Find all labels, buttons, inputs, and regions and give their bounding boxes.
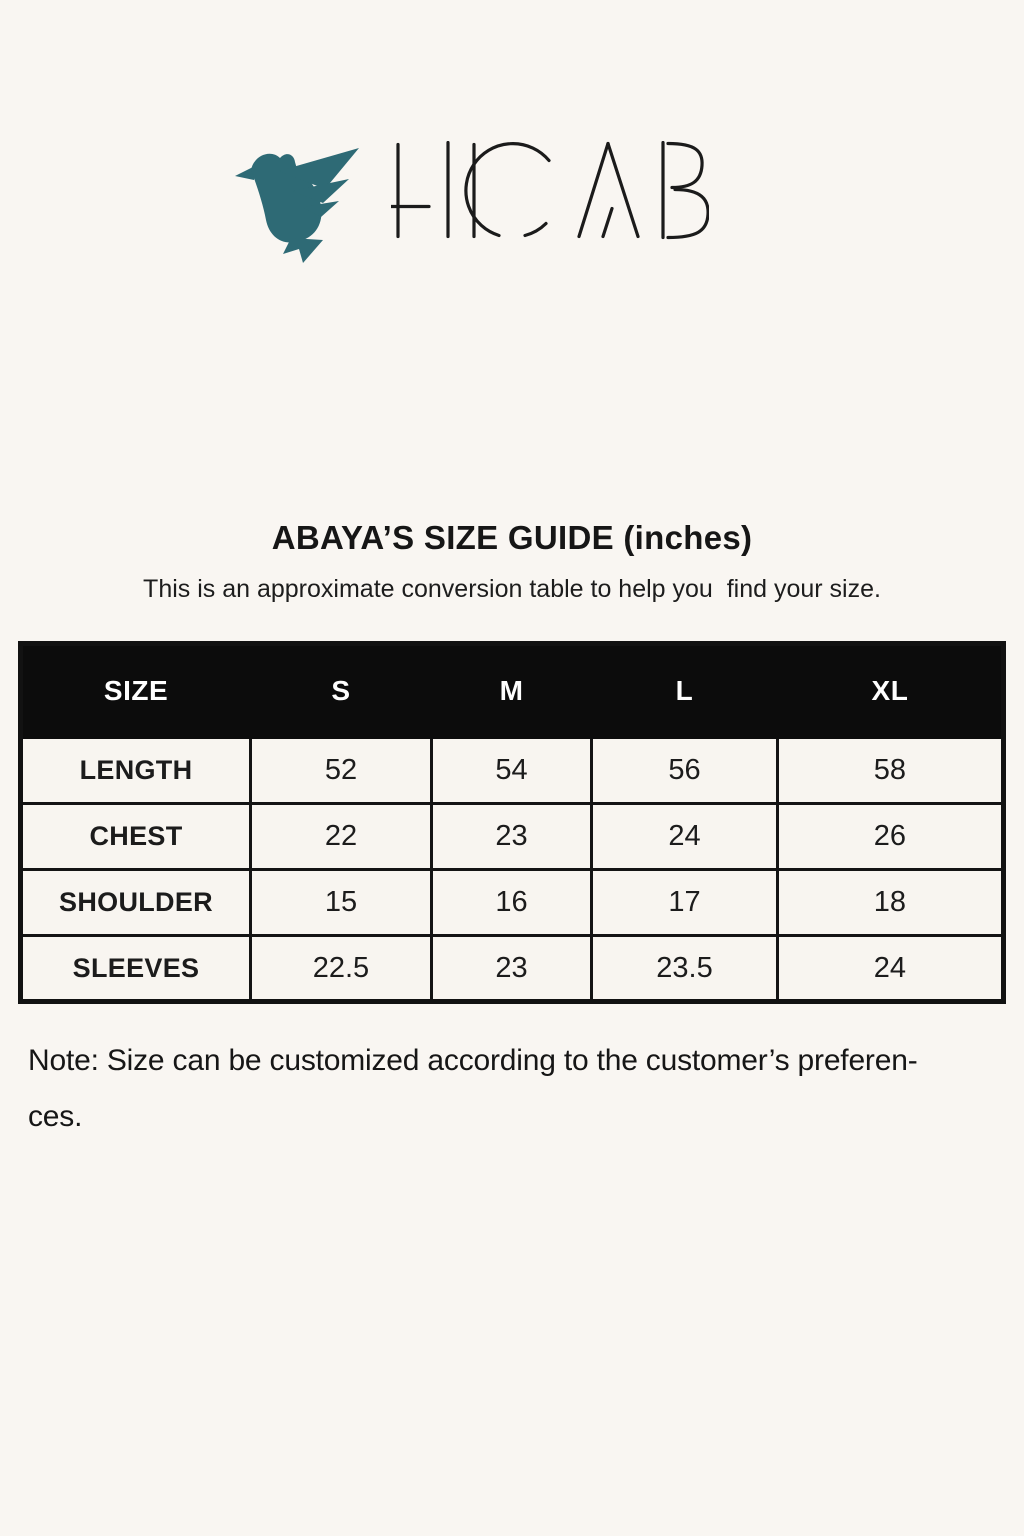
brand-bird-icon [235,148,359,263]
table-row-chest: CHEST 22 23 24 26 [18,802,1006,871]
value-cell: 56 [590,736,779,805]
value-cell: 23.5 [590,934,779,1003]
header-cell-m: M [429,642,594,739]
row-label-cell: SHOULDER [18,868,253,937]
page-title: ABAYA’S SIZE GUIDE (inches) [271,519,753,556]
value-cell: 23 [429,802,594,871]
size-table: SIZE S M L XL LENGTH 52 54 56 58 CHEST 2… [18,641,1006,1004]
brand-wordmark [391,141,709,240]
header-cell-xl: XL [775,642,1006,739]
size-table-container: SIZE S M L XL LENGTH 52 54 56 58 CHEST 2… [18,641,1006,1004]
table-row-sleeves: SLEEVES 22.5 23 23.5 24 [18,934,1006,1003]
value-cell: 16 [429,868,594,937]
value-cell: 17 [590,868,779,937]
value-cell: 54 [429,736,594,805]
value-cell: 22 [249,802,433,871]
value-cell: 58 [775,736,1006,805]
value-cell: 26 [775,802,1006,871]
header-cell-l: L [590,642,779,739]
row-label-cell: LENGTH [18,736,253,805]
customization-note: Note: Size can be customized according t… [28,1033,1008,1145]
value-cell: 24 [590,802,779,871]
page-subtitle: This is an approximate conversion table … [143,575,881,603]
value-cell: 18 [775,868,1006,937]
note-line-2: ces. [28,1100,83,1133]
value-cell: 15 [249,868,433,937]
note-line-1: Note: Size can be customized according t… [28,1044,918,1077]
table-row-shoulder: SHOULDER 15 16 17 18 [18,868,1006,937]
value-cell: 24 [775,934,1006,1003]
value-cell: 23 [429,934,594,1003]
value-cell: 52 [249,736,433,805]
header-cell-size: SIZE [18,642,253,739]
row-label-cell: SLEEVES [18,934,253,1003]
table-row-length: LENGTH 52 54 56 58 [18,736,1006,805]
size-table-header-row: SIZE S M L XL [18,642,1006,739]
row-label-cell: CHEST [18,802,253,871]
header-cell-s: S [249,642,433,739]
value-cell: 22.5 [249,934,433,1003]
